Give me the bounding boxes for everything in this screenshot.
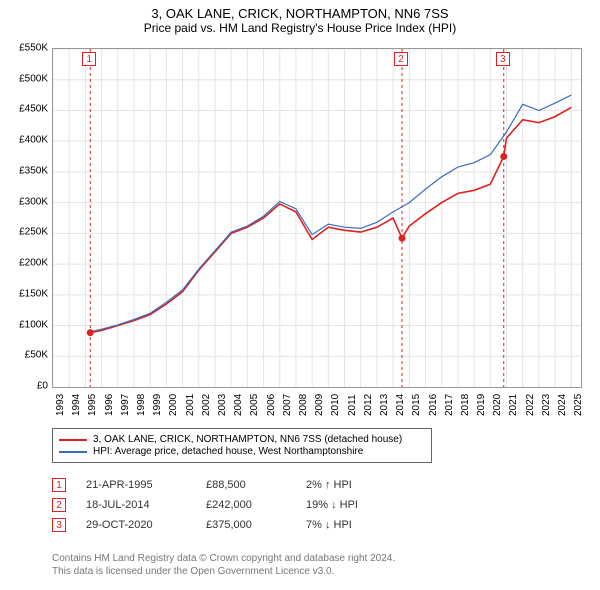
x-tick-label: 1999: [152, 394, 163, 416]
sale-marker-box: 2: [394, 52, 408, 66]
footer: Contains HM Land Registry data © Crown c…: [52, 552, 395, 578]
x-tick-label: 2000: [168, 394, 179, 416]
x-tick-label: 2007: [282, 394, 293, 416]
y-tick-label: £300K: [19, 196, 48, 207]
event-row: 1 21-APR-1995 £88,500 2% ↑ HPI: [52, 478, 426, 492]
x-tick-label: 2011: [347, 394, 358, 416]
sale-marker-box: 1: [82, 52, 96, 66]
x-tick-label: 2014: [395, 394, 406, 416]
x-tick-label: 2015: [411, 394, 422, 416]
x-tick-label: 2010: [330, 394, 341, 416]
event-row: 3 29-OCT-2020 £375,000 7% ↓ HPI: [52, 518, 426, 532]
x-tick-label: 2001: [185, 394, 196, 416]
x-tick-label: 2017: [444, 394, 455, 416]
chart-container: 3, OAK LANE, CRICK, NORTHAMPTON, NN6 7SS…: [0, 0, 600, 590]
x-tick-label: 2019: [476, 394, 487, 416]
x-tick-label: 2009: [314, 394, 325, 416]
x-tick-label: 2023: [541, 394, 552, 416]
x-tick-label: 2006: [266, 394, 277, 416]
x-tick-label: 2025: [573, 394, 584, 416]
plot-area: [52, 48, 582, 388]
event-date: 21-APR-1995: [86, 479, 206, 491]
x-tick-label: 1993: [55, 394, 66, 416]
y-tick-label: £350K: [19, 165, 48, 176]
event-pct: 7% ↓ HPI: [306, 519, 426, 531]
y-tick-label: £0: [37, 381, 48, 392]
x-tick-label: 2013: [379, 394, 390, 416]
y-tick-label: £200K: [19, 258, 48, 269]
chart-svg: [53, 49, 581, 387]
title-block: 3, OAK LANE, CRICK, NORTHAMPTON, NN6 7SS…: [0, 0, 600, 35]
footer-line: This data is licensed under the Open Gov…: [52, 565, 395, 578]
x-tick-label: 1998: [136, 394, 147, 416]
y-tick-label: £150K: [19, 288, 48, 299]
event-pct: 19% ↓ HPI: [306, 499, 426, 511]
legend-swatch: [59, 451, 87, 453]
sale-marker-box: 3: [496, 52, 510, 66]
y-tick-label: £400K: [19, 135, 48, 146]
x-tick-label: 2012: [363, 394, 374, 416]
x-tick-label: 2003: [217, 394, 228, 416]
x-tick-label: 1997: [120, 394, 131, 416]
legend-item: HPI: Average price, detached house, West…: [59, 446, 425, 457]
event-price: £242,000: [206, 499, 306, 511]
x-tick-label: 1994: [71, 394, 82, 416]
y-tick-label: £100K: [19, 319, 48, 330]
legend-label: 3, OAK LANE, CRICK, NORTHAMPTON, NN6 7SS…: [93, 434, 402, 445]
event-marker: 1: [52, 478, 66, 492]
y-tick-label: £500K: [19, 73, 48, 84]
legend-item: 3, OAK LANE, CRICK, NORTHAMPTON, NN6 7SS…: [59, 434, 425, 445]
sale-events: 1 21-APR-1995 £88,500 2% ↑ HPI 2 18-JUL-…: [52, 472, 426, 538]
y-tick-label: £50K: [25, 350, 48, 361]
x-tick-label: 2002: [201, 394, 212, 416]
event-marker: 3: [52, 518, 66, 532]
event-row: 2 18-JUL-2014 £242,000 19% ↓ HPI: [52, 498, 426, 512]
event-marker: 2: [52, 498, 66, 512]
chart-title: 3, OAK LANE, CRICK, NORTHAMPTON, NN6 7SS: [0, 6, 600, 21]
x-tick-label: 2022: [525, 394, 536, 416]
chart-subtitle: Price paid vs. HM Land Registry's House …: [0, 21, 600, 35]
legend-swatch: [59, 439, 87, 441]
y-tick-label: £550K: [19, 43, 48, 54]
event-pct: 2% ↑ HPI: [306, 479, 426, 491]
event-date: 29-OCT-2020: [86, 519, 206, 531]
x-tick-label: 2021: [508, 394, 519, 416]
legend: 3, OAK LANE, CRICK, NORTHAMPTON, NN6 7SS…: [52, 428, 432, 463]
event-price: £88,500: [206, 479, 306, 491]
series-hpi: [90, 95, 571, 332]
x-tick-label: 2004: [233, 394, 244, 416]
footer-line: Contains HM Land Registry data © Crown c…: [52, 552, 395, 565]
x-tick-label: 2024: [557, 394, 568, 416]
x-tick-label: 2008: [298, 394, 309, 416]
y-tick-label: £450K: [19, 104, 48, 115]
x-tick-label: 2016: [428, 394, 439, 416]
event-price: £375,000: [206, 519, 306, 531]
event-date: 18-JUL-2014: [86, 499, 206, 511]
y-tick-label: £250K: [19, 227, 48, 238]
legend-label: HPI: Average price, detached house, West…: [93, 446, 363, 457]
x-tick-label: 2020: [492, 394, 503, 416]
x-tick-label: 2005: [249, 394, 260, 416]
x-tick-label: 1995: [87, 394, 98, 416]
x-tick-label: 1996: [104, 394, 115, 416]
x-tick-label: 2018: [460, 394, 471, 416]
